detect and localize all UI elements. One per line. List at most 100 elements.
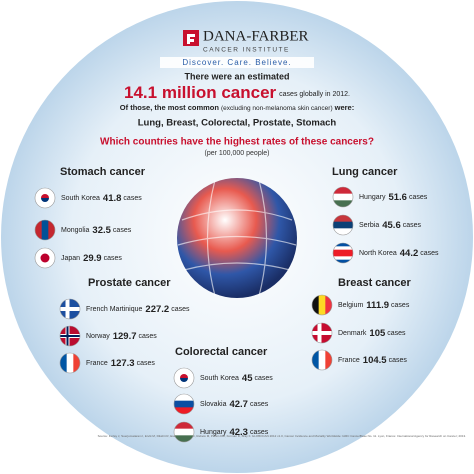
country: Japan — [61, 255, 80, 262]
flag-stripe — [174, 435, 194, 442]
flag-rim — [34, 187, 56, 209]
flag-stripe — [312, 350, 319, 370]
entry: Norway 129.7 cases — [86, 331, 157, 342]
flag-stripe — [174, 428, 194, 436]
flag-emblem — [180, 374, 188, 378]
flag-globe — [177, 178, 297, 298]
rate-value: 227.2 — [145, 304, 169, 315]
section-title: Lung cancer — [332, 166, 398, 178]
unit: cases — [403, 222, 422, 229]
flag-rim — [332, 186, 354, 208]
flag-stripe — [333, 193, 353, 201]
globe — [177, 178, 297, 298]
entry: South Korea 45 cases — [200, 373, 273, 384]
flag-emblem — [40, 253, 50, 263]
rate-value: 42.3 — [229, 427, 248, 438]
tagline: Discover. Care. Believe. — [182, 58, 291, 67]
flag-cross — [312, 331, 332, 335]
flag — [174, 394, 194, 414]
logo: DANA-FARBER CANCER INSTITUTE — [183, 28, 309, 54]
rate-value: 127.3 — [111, 358, 135, 369]
country: South Korea — [200, 375, 239, 382]
rate-value: 129.7 — [113, 331, 137, 342]
country: Hungary — [359, 194, 386, 201]
flag — [174, 368, 194, 388]
entry: Belgium 111.9 cases — [338, 300, 410, 311]
unit: cases — [255, 375, 274, 382]
flag — [60, 326, 80, 346]
country: Slovakia — [200, 401, 227, 408]
flag-stripe — [333, 253, 353, 257]
rate-value: 105 — [369, 328, 386, 339]
rate-value: 42.7 — [229, 399, 248, 410]
country: Mongolia — [61, 227, 90, 234]
flag-stripe — [41, 220, 49, 240]
flag-stripe — [325, 295, 332, 315]
unit: cases — [104, 255, 123, 262]
flag-stripe — [174, 407, 194, 414]
rate-value: 111.9 — [366, 300, 389, 311]
unit: cases — [387, 330, 406, 337]
entry: South Korea 41.8 cases — [61, 193, 142, 204]
flag-rim — [173, 367, 195, 389]
intro-text: were: — [334, 103, 355, 112]
section-title: Breast cancer — [338, 277, 411, 289]
flag-stripe — [174, 394, 194, 401]
rate-value: 44.2 — [400, 248, 419, 259]
flag-stripe — [333, 215, 353, 222]
rate-value: 45.6 — [382, 220, 401, 231]
question-note: (per 100,000 people) — [205, 150, 270, 157]
flag — [60, 299, 80, 319]
flag — [35, 188, 55, 208]
unit: cases — [389, 357, 408, 364]
flag — [35, 248, 55, 268]
flag-rim — [59, 325, 81, 347]
flag-stripe — [333, 249, 353, 254]
flag-stripe — [60, 353, 67, 373]
flag-cross — [60, 307, 80, 311]
flag-rim — [34, 219, 56, 241]
logo-sub: CANCER INSTITUTE — [203, 47, 290, 54]
tagline-band — [160, 57, 314, 68]
flag-stripe — [73, 353, 80, 373]
entry: North Korea 44.2 cases — [359, 248, 439, 259]
flag-stripe — [333, 187, 353, 194]
globe-lines — [177, 179, 297, 297]
unit: cases — [420, 250, 439, 257]
flag-stripe — [35, 220, 42, 240]
logo-name: DANA-FARBER — [203, 28, 309, 44]
entry: Hungary 42.3 cases — [200, 427, 269, 438]
country: French Martinique — [86, 306, 143, 313]
flag-rim — [59, 352, 81, 374]
rate-value: 51.6 — [388, 192, 407, 203]
country: South Korea — [61, 195, 100, 202]
unit: cases — [171, 306, 190, 313]
intro-highlight: 14.1 million cancer — [124, 83, 277, 102]
flag-stripe — [333, 259, 353, 263]
unit: cases — [137, 360, 156, 367]
logo-mark — [183, 30, 199, 46]
cancer-section: Colorectal cancer South Korea 45 cases Slova… — [173, 346, 273, 443]
country: France — [338, 357, 360, 364]
flag-rim — [332, 242, 354, 264]
flag-stripe — [318, 295, 326, 315]
flag — [312, 350, 332, 370]
intro-note: (excluding non-melanoma skin cancer) — [221, 105, 333, 112]
flag-rim — [311, 349, 333, 371]
unit: cases — [123, 195, 142, 202]
cancer-list: Lung, Breast, Colorectal, Prostate, Stom… — [138, 118, 337, 129]
flag-stripe — [333, 256, 353, 260]
flag-stripe — [312, 295, 319, 315]
intro-highlight-line: 14.1 million cancer cases globally in 201… — [124, 83, 350, 102]
flag-stripe — [174, 422, 194, 429]
flag-rim — [311, 322, 333, 344]
unit: cases — [139, 333, 158, 340]
flag-rim — [311, 294, 333, 316]
country: Belgium — [338, 302, 363, 309]
flag-stripe — [333, 243, 353, 247]
flag-cross — [60, 335, 80, 337]
section-title: Colorectal cancer — [175, 346, 268, 358]
